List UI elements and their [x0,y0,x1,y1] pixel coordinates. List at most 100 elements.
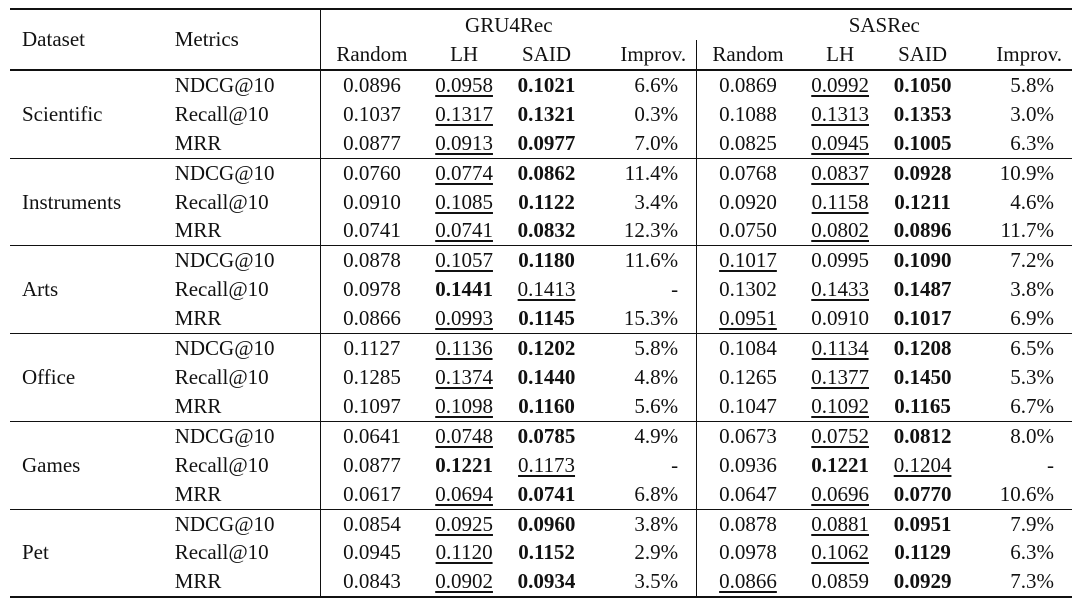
cell-value: 0.0862 [517,160,576,185]
results-table-body: Scientific NDCG@10 0.0896 0.0958 0.1021 6.6% 0… [10,68,1072,599]
metric-cell: MRR [174,306,222,331]
col-header-random-a: Random [320,40,423,71]
cell-value: 0.0993 [435,306,493,331]
cell-value: 0.0951 [893,511,952,536]
value-cell: 0.0859 [798,567,882,599]
table-row: MRR 0.0843 0.0902 0.0934 3.5% 0.0866 0.0859 0.0… [10,567,1072,599]
value-cell: 0.0910 [799,304,881,333]
improvement-cell: - [588,451,697,480]
col-header-lh-a: LH [422,40,506,71]
improvement-cell: 12.3% [588,216,697,245]
cell-value: 0.1302 [719,277,777,302]
cell-value: 0.0902 [435,569,493,594]
cell-value: 0.1158 [811,189,869,214]
cell-value: 0.0741 [435,218,493,243]
value-cell: 0.0760 [320,157,423,188]
value-cell: 0.1017 [881,304,963,333]
cell-value: 11.6% [624,248,679,273]
cell-value: 0.1017 [719,248,777,273]
value-cell: 0.0694 [423,480,505,509]
value-cell: 0.0925 [422,508,506,539]
metric-cell: MRR [168,567,321,599]
cell-value: 0.0770 [893,481,952,506]
improvement-cell: 3.8% [587,508,697,539]
metric-cell: NDCG@10 [168,420,321,451]
col-header-said-b: SAID [881,40,964,71]
cell-value: 0.1374 [435,364,493,389]
cell-value: 0.0694 [435,481,493,506]
cell-value: 0.0832 [517,218,576,243]
value-cell: 0.0881 [798,508,882,539]
cell-value: 0.1085 [435,189,493,214]
value-cell: 0.1097 [320,391,423,422]
value-cell: 0.0843 [320,567,423,599]
cell-value: 0.1353 [893,101,952,126]
cell-value: 0.0774 [435,160,493,185]
cell-value: 0.1122 [518,189,575,214]
value-cell: 0.1134 [798,333,882,363]
cell-value: 0.0945 [343,540,401,565]
cell-value: 0.0760 [343,160,401,185]
value-cell: 0.0878 [320,245,423,276]
value-cell: 0.0866 [320,304,423,334]
value-cell: 0.0641 [320,420,423,451]
cell-value: 0.0741 [343,218,401,243]
value-cell: 0.0960 [505,508,588,539]
metric-cell: Recall@10 [174,189,269,214]
value-cell: 0.1084 [696,333,799,363]
cell-value: 4.8% [634,364,679,389]
metric-cell: MRR [174,481,222,506]
cell-value: 0.1221 [435,452,493,477]
metric-cell: Recall@10 [174,540,269,565]
dataset-cell: Arts [10,245,169,334]
improvement-cell: 11.6% [587,245,697,276]
value-cell: 0.1211 [881,188,963,217]
cell-value: 0.0866 [343,306,401,331]
improvement-cell: 5.8% [587,333,697,363]
cell-value: 0.0929 [893,569,952,594]
cell-value: 0.0878 [719,511,777,536]
cell-value: 6.3% [1010,540,1054,565]
cell-value: 0.1129 [894,540,951,565]
value-cell: 0.0854 [320,508,423,539]
cell-value: - [671,452,679,477]
cell-value: - [671,277,679,302]
cell-value: 0.0928 [893,160,952,185]
cell-value: 0.1317 [435,101,493,126]
improvement-cell: 10.9% [963,157,1072,188]
cell-value: 6.7% [1010,393,1054,418]
table-row: Recall@10 0.1037 0.1317 0.1321 0.3% 0.1088 0.1… [10,99,1072,129]
cell-value: 7.0% [634,130,679,155]
col-header-random-b: Random [696,40,799,71]
value-cell: 0.0617 [320,479,423,509]
cell-value: 0.0752 [811,423,869,448]
cell-value: 0.1441 [435,277,493,302]
table-row: Arts NDCG@10 0.0878 0.1057 0.1180 11.6% 0.1017… [10,245,1072,334]
cell-value: 0.0843 [343,569,401,594]
cell-value: 0.0977 [517,130,576,155]
value-cell: 0.1413 [505,275,587,304]
cell-value: 0.1211 [894,189,951,214]
improvement-cell: 3.8% [964,275,1072,304]
cell-value: 0.0995 [811,248,869,273]
cell-value: 7.2% [1010,248,1054,273]
value-cell: 0.0802 [799,216,881,245]
cell-value: 0.0866 [719,569,777,594]
cell-value: 0.0748 [435,423,493,448]
cell-value: 7.3% [1010,569,1054,594]
model-b-header: SASRec [696,8,1072,40]
improvement-cell: 6.6% [587,68,697,100]
value-cell: 0.1129 [881,538,963,567]
value-cell: 0.1152 [505,538,587,567]
value-cell: 0.0877 [320,128,423,159]
cell-value: 0.0673 [719,423,777,448]
cell-value: 0.0696 [811,481,869,506]
cell-value: 0.1120 [435,540,493,565]
value-cell: 0.0825 [696,128,799,159]
value-cell: 0.0770 [881,480,963,509]
table-row: MRR 0.0741 0.0741 0.0832 12.3% 0.0750 0.0802 0.… [10,216,1072,246]
metrics-header: Metrics [168,8,321,70]
cell-value: 0.1017 [893,306,952,331]
improvement-cell: 7.2% [963,245,1072,276]
value-cell: 0.1440 [505,363,587,392]
